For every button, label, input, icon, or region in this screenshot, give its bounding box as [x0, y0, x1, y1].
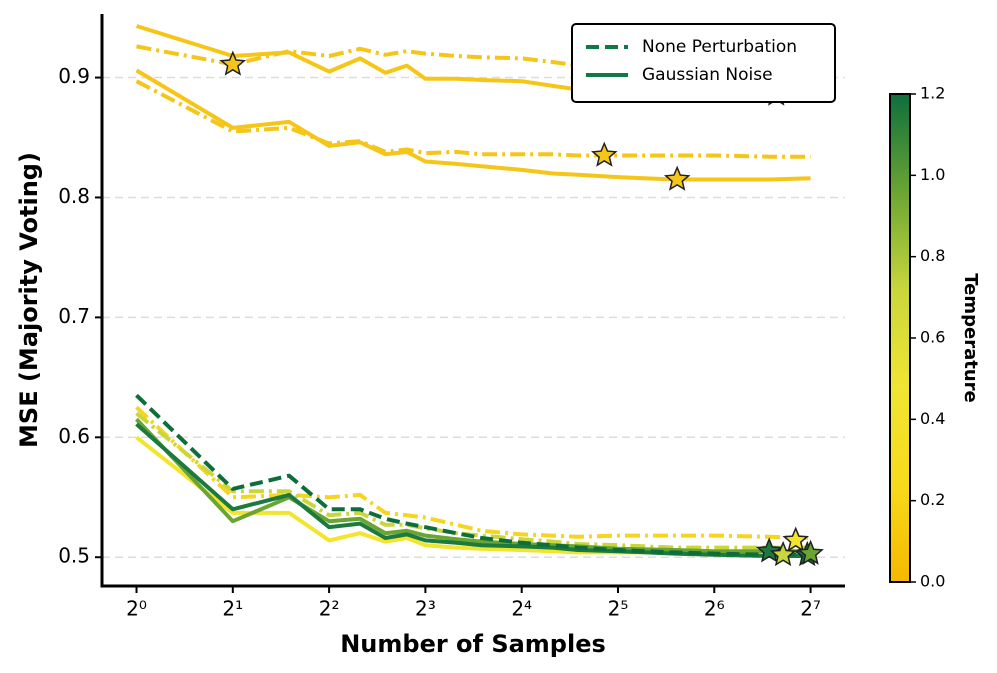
colorbar-tick-label: 1.2 — [920, 84, 945, 103]
star-marker — [663, 165, 691, 191]
star-marker — [219, 50, 247, 76]
star-marker — [782, 526, 809, 552]
line — [135, 393, 811, 557]
x-tick-label: 2⁵ — [608, 597, 629, 621]
colorbar-tick-label: 0.0 — [920, 572, 945, 591]
line — [135, 79, 811, 159]
x-tick-label: 2⁰ — [126, 597, 147, 621]
y-axis-label: MSE (Majority Voting) — [15, 152, 43, 448]
colorbar — [889, 93, 911, 583]
star-marker — [755, 537, 783, 563]
y-tick-label: 0.6 — [58, 424, 90, 448]
star-marker — [591, 141, 618, 167]
legend-box — [571, 23, 836, 103]
colorbar-label: Temperature — [960, 273, 981, 402]
legend-label: None Perturbation — [642, 37, 797, 57]
x-tick-label: 2² — [319, 597, 340, 621]
y-tick-label: 0.9 — [58, 64, 90, 88]
x-axis-label: Number of Samples — [340, 630, 606, 658]
star-marker — [797, 539, 824, 565]
line — [135, 411, 811, 550]
line — [136, 44, 811, 94]
x-tick-label: 2⁷ — [800, 597, 821, 621]
line — [135, 405, 811, 540]
x-tick-label: 2⁶ — [704, 597, 725, 621]
y-tick-label: 0.7 — [58, 304, 90, 328]
y-tick-label: 0.5 — [58, 544, 90, 568]
line — [135, 417, 811, 554]
legend: None Perturbation Gaussian Noise — [571, 23, 836, 103]
colorbar-tick-label: 0.2 — [920, 490, 945, 509]
colorbar-tick-label: 0.8 — [920, 246, 945, 265]
y-tick-label: 0.8 — [58, 184, 90, 208]
colorbar-tick-label: 0.4 — [920, 409, 945, 428]
x-tick-label: 2⁴ — [511, 597, 532, 621]
colorbar-tick-label: 1.0 — [920, 165, 945, 184]
x-tick-label: 2¹ — [222, 597, 243, 621]
colorbar-tick-label: 0.6 — [920, 328, 945, 347]
legend-label: Gaussian Noise — [642, 65, 773, 85]
star-marker — [769, 540, 797, 567]
x-tick-label: 2³ — [415, 597, 436, 621]
axis-spines — [100, 14, 845, 588]
